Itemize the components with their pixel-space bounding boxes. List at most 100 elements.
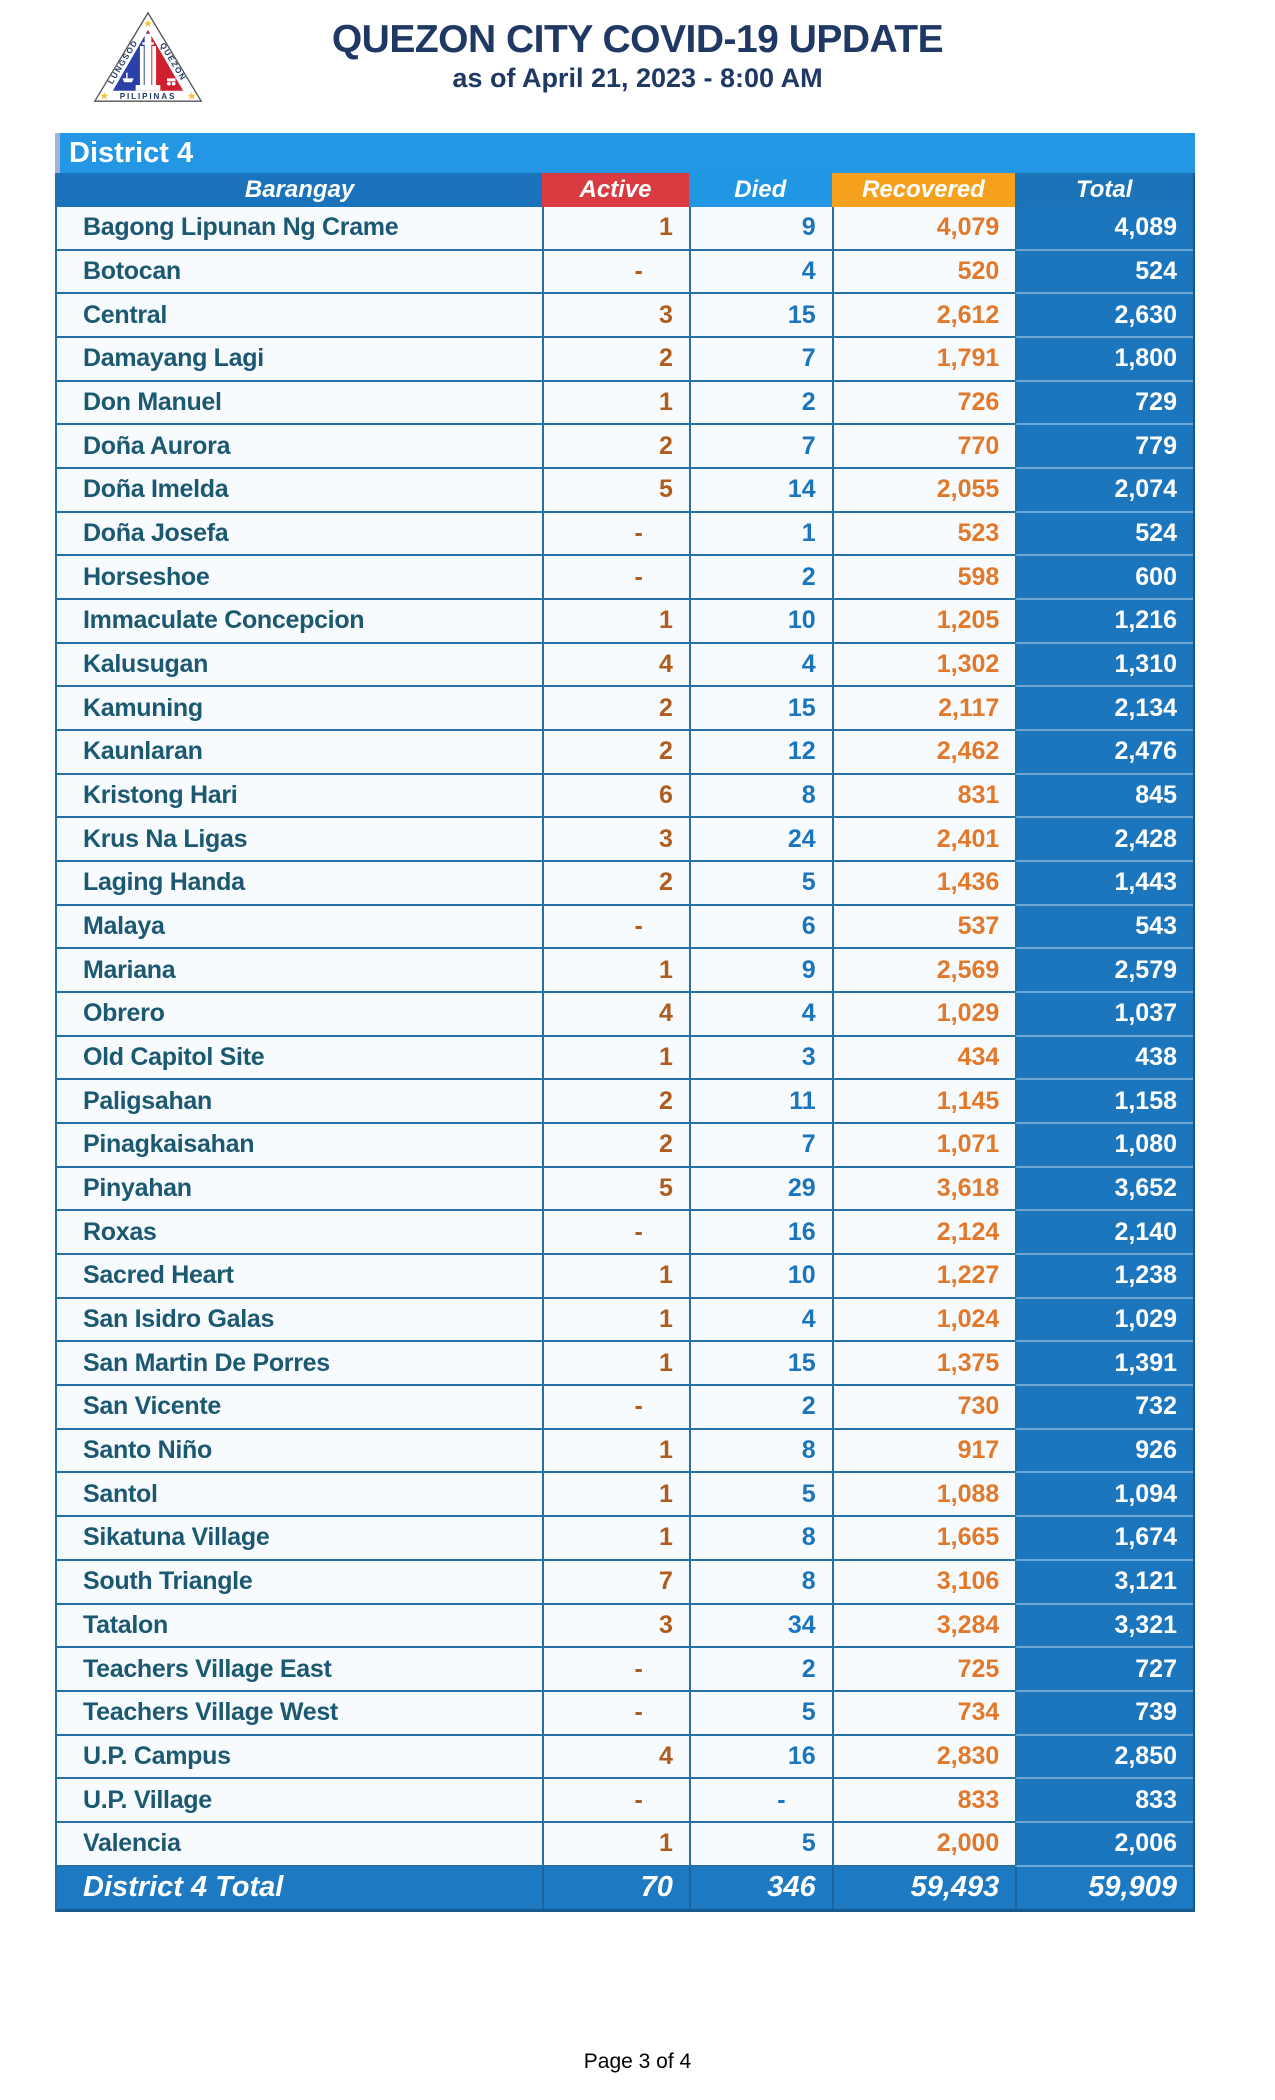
died-count: 7 [688, 338, 832, 382]
barangay-name: Sacred Heart [57, 1255, 543, 1299]
recovered-count: 3,106 [831, 1560, 1016, 1605]
column-header-active: Active [542, 173, 689, 207]
recovered-count: 520 [831, 250, 1016, 295]
total-count: 2,134 [1015, 687, 1193, 732]
recovered-count: 3,284 [831, 1604, 1016, 1649]
monument-icon [135, 33, 161, 91]
active-count: 1 [542, 1342, 689, 1387]
active-count: 1 [542, 381, 689, 426]
barangay-name: Santo Niño [57, 1429, 543, 1474]
page-title: QUEZON CITY COVID-19 UPDATE [331, 18, 944, 61]
active-count: 1 [542, 1036, 689, 1081]
table-row: Damayang Lagi 2 7 1,791 1,800 [57, 338, 1193, 382]
died-count: 6 [688, 905, 832, 950]
total-count: 729 [1015, 381, 1193, 426]
total-count: 1,216 [1015, 600, 1193, 644]
barangay-name: Old Capitol Site [57, 1036, 543, 1081]
barangay-name: Kamuning [57, 687, 543, 732]
recovered-count: 1,436 [831, 862, 1016, 906]
active-count: 2 [542, 1124, 689, 1168]
total-count: 1,080 [1015, 1124, 1193, 1168]
died-count: 11 [688, 1080, 832, 1125]
table-row: Kalusugan 4 4 1,302 1,310 [57, 643, 1193, 688]
active-count: 5 [542, 1167, 689, 1212]
total-count: 1,391 [1015, 1342, 1193, 1387]
seal-emblems [122, 72, 176, 86]
table-body: Bagong Lipunan Ng Crame 1 9 4,079 4,089 Botoc… [57, 207, 1193, 1867]
table-row: Santo Niño 1 8 917 926 [57, 1429, 1193, 1474]
recovered-count: 1,375 [831, 1342, 1016, 1387]
barangay-name: U.P. Campus [57, 1735, 543, 1780]
active-count: - [542, 1648, 689, 1692]
total-count: 1,029 [1015, 1298, 1193, 1343]
table-row: Laging Handa 2 5 1,436 1,443 [57, 862, 1193, 906]
recovered-count: 2,612 [831, 294, 1016, 339]
total-count: 2,140 [1015, 1211, 1193, 1256]
total-count: 3,652 [1015, 1167, 1193, 1212]
recovered-count: 4,079 [831, 207, 1016, 251]
active-count: 5 [542, 469, 689, 513]
died-count: 15 [688, 687, 832, 732]
active-count: - [542, 1779, 689, 1823]
table-row: Roxas -16 2,124 2,140 [57, 1211, 1193, 1256]
barangay-name: Teachers Village West [57, 1691, 543, 1736]
died-count: 9 [688, 949, 832, 994]
table-row: Central 3 15 2,612 2,630 [57, 294, 1193, 339]
barangay-name: Sikatuna Village [57, 1517, 543, 1561]
died-count: 7 [688, 425, 832, 470]
column-header-died: Died [688, 173, 832, 207]
table-row: South Triangle 7 8 3,106 3,121 [57, 1560, 1193, 1605]
table-row: Teachers Village East -2 725 727 [57, 1648, 1193, 1692]
recovered-count: 1,302 [831, 643, 1016, 688]
recovered-count: 734 [831, 1691, 1016, 1736]
recovered-count: 1,145 [831, 1080, 1016, 1125]
barangay-name: Teachers Village East [57, 1648, 543, 1692]
active-count: 2 [542, 1080, 689, 1125]
died-count: 3 [688, 1036, 832, 1081]
recovered-count: 2,830 [831, 1735, 1016, 1780]
table-row: Kaunlaran 2 12 2,462 2,476 [57, 731, 1193, 775]
table-row: San Vicente -2 730 732 [57, 1386, 1193, 1430]
table-row: Kamuning 2 15 2,117 2,134 [57, 687, 1193, 732]
total-count: 732 [1015, 1386, 1193, 1430]
died-count: 15 [688, 1342, 832, 1387]
died-count: 9 [688, 207, 832, 251]
total-count: 4,089 [1015, 207, 1193, 251]
recovered-count: 2,401 [831, 818, 1016, 863]
total-count: 1,158 [1015, 1080, 1193, 1125]
total-died: 346 [688, 1866, 832, 1909]
total-count: 1,800 [1015, 338, 1193, 382]
total-count: 3,121 [1015, 1560, 1193, 1605]
barangay-name: Tatalon [57, 1604, 543, 1649]
table-grid: Barangay Active Died Recovered Total Bag… [55, 173, 1195, 1912]
recovered-count: 725 [831, 1648, 1016, 1692]
total-count: 3,321 [1015, 1604, 1193, 1649]
recovered-count: 831 [831, 774, 1016, 819]
total-active: 70 [542, 1866, 689, 1909]
died-count: 16 [688, 1735, 832, 1780]
recovered-count: 1,088 [831, 1473, 1016, 1518]
table-row: San Martin De Porres 1 15 1,375 1,391 [57, 1342, 1193, 1387]
district-total-row: District 4 Total 70 346 59,493 59,909 [57, 1866, 1193, 1912]
recovered-count: 2,569 [831, 949, 1016, 994]
total-count: 2,074 [1015, 469, 1193, 513]
table-row: U.P. Campus 4 16 2,830 2,850 [57, 1735, 1193, 1780]
total-count: 926 [1015, 1429, 1193, 1474]
recovered-count: 726 [831, 381, 1016, 426]
died-count: 5 [688, 1691, 832, 1736]
total-total: 59,909 [1015, 1866, 1193, 1909]
recovered-count: 2,117 [831, 687, 1016, 732]
active-count: 2 [542, 687, 689, 732]
barangay-name: Paligsahan [57, 1080, 543, 1125]
active-count: 1 [542, 1298, 689, 1343]
died-count: - [688, 1779, 832, 1823]
died-count: 7 [688, 1124, 832, 1168]
total-count: 1,674 [1015, 1517, 1193, 1561]
table-row: Immaculate Concepcion 1 10 1,205 1,216 [57, 600, 1193, 644]
table-row: Paligsahan 2 11 1,145 1,158 [57, 1080, 1193, 1125]
barangay-name: San Isidro Galas [57, 1298, 543, 1343]
died-count: 8 [688, 1517, 832, 1561]
table-row: U.P. Village - -833 833 [57, 1779, 1193, 1823]
covid-table: District 4 Barangay Active Died Recovere… [55, 133, 1195, 1912]
column-header-total: Total [1015, 173, 1193, 207]
